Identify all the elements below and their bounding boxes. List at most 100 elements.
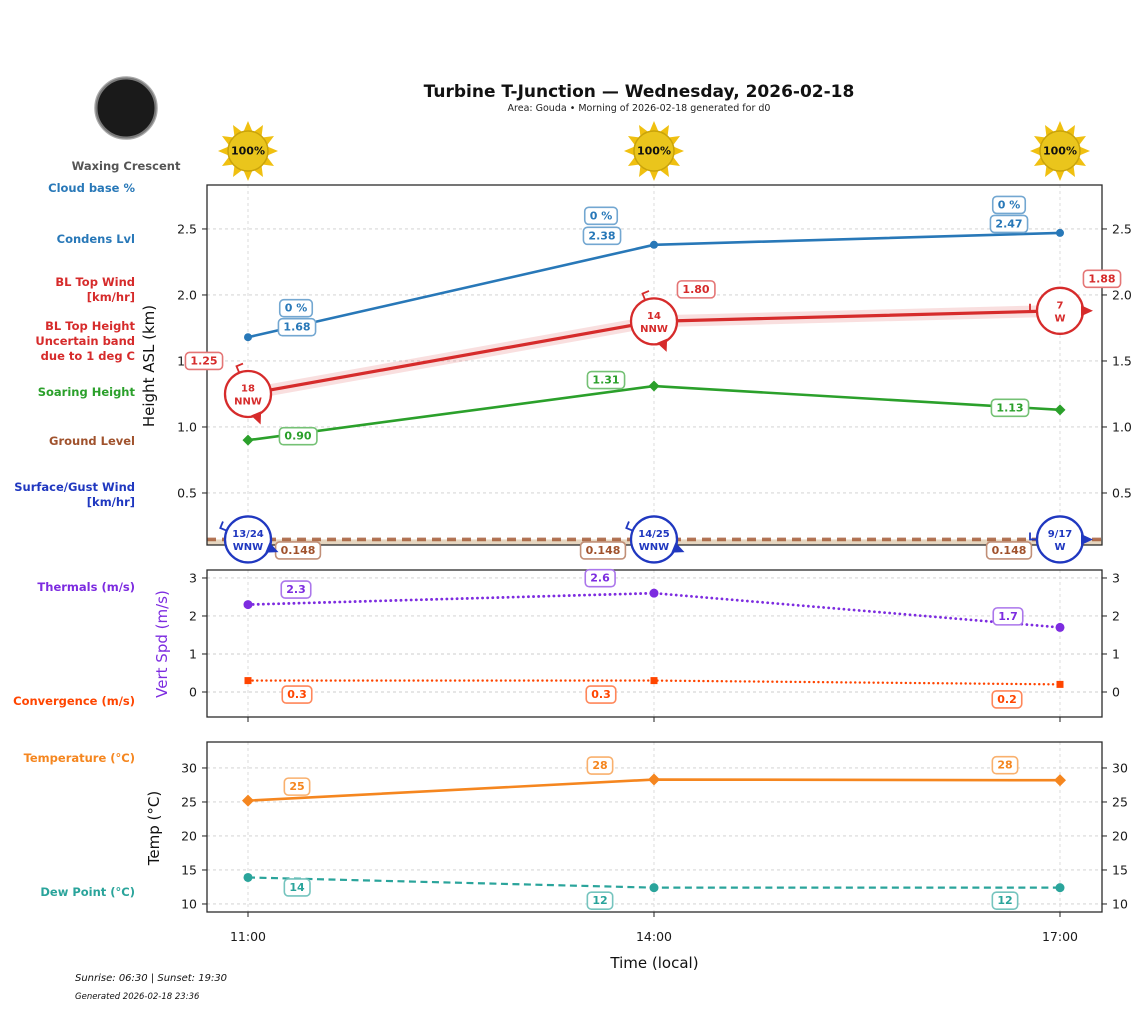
svg-text:1.68: 1.68 [283,321,310,334]
svg-text:0 %: 0 % [998,198,1021,211]
svg-text:0.5: 0.5 [1112,485,1132,500]
label-soaring-height: Soaring Height [37,385,135,399]
label-thermals: Thermals (m/s) [37,580,135,594]
value-label: 0.3 [281,685,313,704]
label-bl-top-wind: BL Top Wind [km/hr] [5,275,135,305]
svg-text:0.148: 0.148 [586,544,621,557]
svg-text:0.3: 0.3 [287,688,307,701]
page-title: Turbine T-Junction — Wednesday, 2026-02-… [423,82,855,102]
value-label: 0.148 [274,541,322,560]
svg-text:0 %: 0 % [285,302,308,315]
svg-text:2.0: 2.0 [1112,287,1132,302]
svg-text:10: 10 [1112,896,1128,911]
svg-text:100%: 100% [637,145,671,158]
svg-text:WNW: WNW [233,542,263,553]
wind-marker: 18 NNW [223,362,273,425]
axis-title-vert-spd: Vert Spd (m/s) [153,590,171,698]
svg-text:NNW: NNW [234,396,262,407]
value-label: 1.25 [184,351,224,371]
sun-icon: 100% [624,121,684,181]
value-label: 28 [991,755,1019,775]
label-line: BL Top Wind [55,275,135,289]
chart-panel-2: 10 10 15 15 20 20 25 25 30 30 25 28 28 14 12 12 11:00 14:… [181,741,1128,944]
svg-text:3: 3 [189,570,197,585]
svg-text:25: 25 [1112,794,1128,809]
sun-icon: 100% [1030,121,1090,181]
svg-text:1.0: 1.0 [1112,419,1132,434]
value-label: 0 % [991,195,1027,215]
value-label: 2.47 [989,214,1029,234]
svg-text:2.5: 2.5 [177,221,197,236]
svg-text:2.5: 2.5 [1112,221,1132,236]
label-line: [km/hr] [86,495,135,509]
svg-text:3: 3 [1112,570,1120,585]
svg-text:28: 28 [997,759,1012,772]
value-label: 2.38 [582,226,622,246]
svg-text:2.47: 2.47 [995,217,1022,230]
svg-text:9/17: 9/17 [1048,529,1073,540]
wind-marker: 7W [1029,286,1093,335]
svg-text:14/25: 14/25 [638,529,670,540]
svg-text:0 %: 0 % [590,209,613,222]
svg-text:0.2: 0.2 [997,693,1017,706]
value-label: 0.148 [579,541,627,560]
svg-text:1: 1 [1112,646,1120,661]
svg-text:1.25: 1.25 [190,354,217,367]
svg-text:14: 14 [647,311,661,322]
chart-series-1 [243,588,1065,688]
svg-text:1.13: 1.13 [996,401,1023,414]
chart-panel-0: 0.50.51.01.01.51.52.02.02.52.51.682.382.… [177,184,1132,564]
svg-text:11:00: 11:00 [230,929,266,944]
axis-title-height: Height ASL (km) [140,304,158,428]
svg-text:7: 7 [1057,300,1064,311]
svg-text:30: 30 [181,760,197,775]
wind-marker: 9/17 W [1029,515,1093,564]
svg-text:2: 2 [189,608,197,623]
svg-text:17:00: 17:00 [1042,929,1078,944]
axis-title-time: Time (local) [610,954,699,972]
value-label: 2.6 [584,568,616,588]
svg-text:25: 25 [289,780,304,793]
wind-marker: 13/24 WNW [219,515,279,564]
label-line: Surface/Gust Wind [14,480,135,494]
label-ground-level: Ground Level [49,434,135,448]
generated-note: Generated 2026-02-18 23:36 [75,992,200,1002]
svg-text:25: 25 [181,794,197,809]
value-label: 0.2 [991,690,1023,709]
svg-text:2.6: 2.6 [590,572,610,585]
svg-text:12: 12 [997,894,1012,907]
svg-text:1.7: 1.7 [998,610,1018,623]
value-label: 12 [991,891,1019,910]
value-label: 1.7 [992,607,1024,626]
value-label: 1.80 [676,280,716,299]
svg-text:15: 15 [1112,862,1128,877]
value-label: 2.3 [280,580,312,599]
svg-text:1.0: 1.0 [177,419,197,434]
label-dew-point: Dew Point (°C) [40,885,135,899]
svg-text:0.148: 0.148 [992,544,1027,557]
svg-text:W: W [1054,313,1065,324]
svg-text:12: 12 [592,894,607,907]
svg-text:15: 15 [181,862,197,877]
svg-text:18: 18 [241,383,255,394]
svg-text:0.148: 0.148 [281,544,316,557]
label-line: BL Top Height [45,319,135,333]
svg-text:28: 28 [592,759,607,772]
chart-series-0 [207,228,1102,545]
svg-text:14:00: 14:00 [636,929,672,944]
svg-text:20: 20 [1112,828,1128,843]
moon-icon [94,76,158,140]
svg-text:0.5: 0.5 [177,485,197,500]
label-cloud-base: Cloud base % [48,181,135,195]
svg-text:1.31: 1.31 [592,374,619,387]
svg-text:30: 30 [1112,760,1128,775]
sunrise-sunset-note: Sunrise: 06:30 | Sunset: 19:30 [75,973,228,984]
series-thermals [243,588,1065,632]
moon-phase-label: Waxing Crescent [71,159,181,173]
label-bl-top-height: BL Top Height Uncertain band due to 1 de… [5,319,135,364]
svg-text:1: 1 [189,646,197,661]
svg-text:0: 0 [1112,684,1120,699]
value-label: 12 [586,891,614,910]
